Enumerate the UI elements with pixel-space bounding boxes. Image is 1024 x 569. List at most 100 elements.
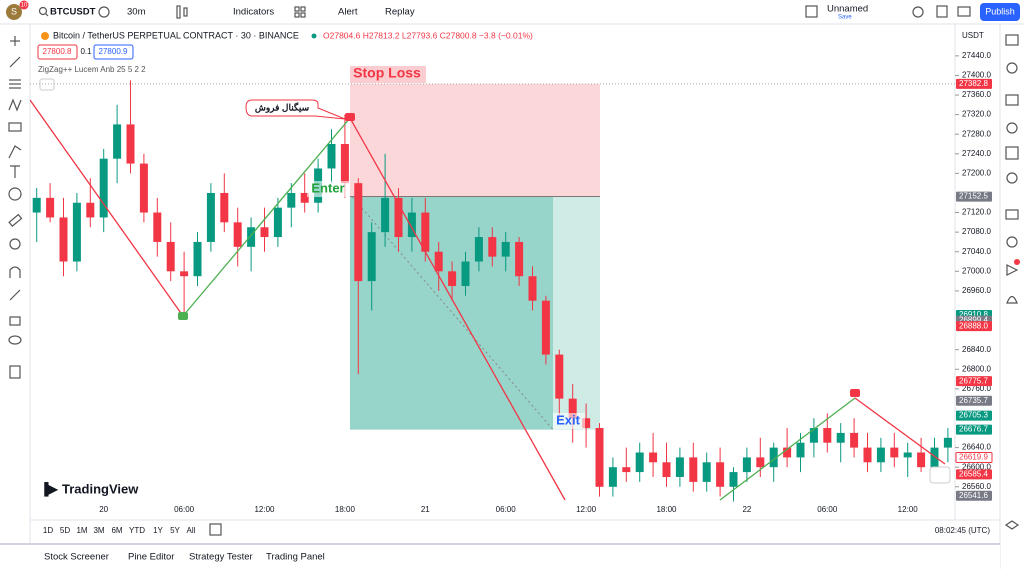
candle-body	[381, 197, 390, 233]
candle-body	[635, 452, 644, 473]
candle-body	[166, 241, 175, 272]
candle-body	[46, 197, 55, 218]
y-tick-label: 27280.0	[962, 129, 991, 138]
candle-body	[233, 222, 242, 247]
candle-body	[702, 462, 711, 482]
candle-body	[742, 457, 751, 473]
candle-body	[649, 452, 658, 463]
range-button[interactable]: 1D	[43, 526, 53, 535]
candle-body	[206, 192, 215, 242]
drawing-toolbar	[8, 36, 23, 379]
y-tick-label: 27360.0	[962, 90, 991, 99]
interval[interactable]: 30m	[127, 7, 146, 18]
candle-body	[407, 212, 416, 238]
candle-body	[448, 271, 457, 287]
x-tick-label: 12:00	[254, 505, 275, 514]
add-symbol[interactable]	[98, 6, 110, 18]
x-tick-label: 21	[421, 505, 430, 514]
replay-button[interactable]: Replay	[385, 7, 415, 18]
price-badge-label: 26910.8	[959, 310, 988, 319]
price-badge	[955, 451, 993, 463]
candle-body	[608, 467, 617, 487]
candle-body	[260, 227, 269, 238]
candle-body	[729, 472, 738, 487]
exit-label-bg	[553, 413, 585, 429]
watermark: TradingView	[62, 481, 139, 496]
candle-body	[783, 447, 792, 458]
panel-tab[interactable]: Stock Screener	[44, 552, 109, 563]
signal-callout	[245, 99, 346, 120]
notification-count: 10	[21, 3, 28, 9]
panel-tab[interactable]: Trading Panel	[266, 552, 325, 563]
stop-zone	[350, 83, 600, 197]
candle-body	[153, 212, 162, 242]
symbol[interactable]: BTCUSDT	[50, 7, 96, 18]
y-tick-label: 27120.0	[962, 208, 991, 217]
stop-label-bg	[350, 66, 426, 83]
range-button[interactable]: 5Y	[170, 526, 180, 535]
enter-label: Enter	[311, 180, 344, 195]
range-button[interactable]: 6M	[111, 526, 122, 535]
y-tick-label: 26560.0	[962, 482, 991, 491]
y-tick-label: 26760.0	[962, 384, 991, 393]
price-badge-label: 26676.7	[959, 425, 988, 434]
candle-body	[300, 192, 309, 203]
y-tick-label: 27040.0	[962, 247, 991, 256]
chart-type[interactable]	[176, 5, 181, 19]
x-tick-label: 06:00	[817, 505, 838, 514]
y-tick-label: 27000.0	[962, 266, 991, 275]
candle-body	[943, 437, 952, 448]
candle-body	[568, 398, 577, 419]
layout-name[interactable]: Unnamed	[827, 4, 868, 15]
y-tick-label: 26600.0	[962, 462, 991, 471]
alert-button[interactable]: Alert	[338, 7, 358, 18]
range-button[interactable]: All	[187, 526, 196, 535]
y-tick-label: 27200.0	[962, 168, 991, 177]
price-badge-label: 27152.5	[959, 192, 988, 201]
spread: 0.1	[80, 47, 92, 56]
candle-body	[394, 197, 403, 238]
candle-body	[622, 467, 631, 473]
candle-body	[796, 442, 805, 458]
range-button[interactable]: 3M	[93, 526, 104, 535]
y-tick-label: 27440.0	[962, 51, 991, 60]
candle-body	[515, 241, 524, 277]
candle-body	[86, 202, 95, 218]
price-badge	[956, 376, 992, 387]
candle-body	[340, 143, 349, 184]
price-badge-label: 26619.9	[959, 453, 988, 462]
candle-body	[689, 457, 698, 482]
bid-price[interactable]: 27800.8	[43, 47, 72, 56]
y-tick-label: 26840.0	[962, 345, 991, 354]
candle-body	[367, 232, 376, 282]
price-badge-label: 26705.3	[959, 411, 988, 420]
zigzag-segment	[854, 397, 946, 465]
range-button[interactable]: 1Y	[153, 526, 163, 535]
candle-body	[756, 457, 765, 468]
candle-body	[273, 207, 282, 238]
range-button[interactable]: 5D	[60, 526, 70, 535]
y-tick-label: 27400.0	[962, 71, 991, 80]
price-badge-label: 27382.8	[959, 79, 988, 88]
scroll-button	[929, 466, 951, 484]
panel-tab[interactable]: Strategy Tester	[189, 552, 253, 563]
x-tick-label: 22	[742, 505, 751, 514]
ask-price[interactable]: 27800.9	[99, 47, 128, 56]
panel-tab[interactable]: Pine Editor	[128, 552, 174, 563]
publish-button[interactable]	[980, 3, 1020, 21]
range-button[interactable]: 1M	[76, 526, 87, 535]
currency[interactable]: USDT	[962, 31, 984, 40]
zigzag-segment	[719, 397, 856, 501]
price-badge-label: 26899.4	[959, 316, 988, 325]
range-button[interactable]: YTD	[129, 526, 145, 535]
y-tick-label: 26800.0	[962, 364, 991, 373]
candle-body	[541, 300, 550, 355]
candle-body	[930, 447, 939, 468]
indicators-button[interactable]: Indicators	[233, 7, 274, 18]
save-button[interactable]: Save	[838, 15, 852, 21]
date-range-picker[interactable]	[209, 523, 222, 536]
zigzag-segment	[349, 117, 566, 501]
price-badge	[956, 395, 992, 406]
avatar[interactable]	[6, 4, 22, 20]
